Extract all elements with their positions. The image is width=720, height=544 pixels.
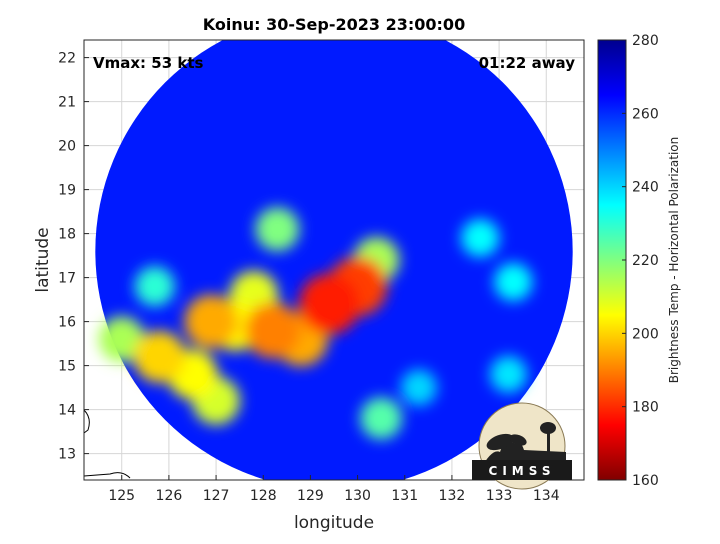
x-axis-label: longitude bbox=[294, 513, 374, 533]
feature-blob bbox=[133, 330, 186, 383]
colorbar bbox=[597, 39, 627, 481]
feature-blob bbox=[184, 294, 239, 349]
x-tick-label: 127 bbox=[203, 488, 230, 504]
feature-blob bbox=[360, 397, 403, 440]
x-tick-label: 129 bbox=[297, 488, 324, 504]
feature-blob bbox=[134, 266, 175, 307]
water-tower-icon bbox=[547, 424, 550, 454]
y-tick-label: 22 bbox=[58, 51, 76, 67]
x-tick-label: 131 bbox=[391, 488, 418, 504]
logo-text: CIMSS bbox=[489, 464, 556, 478]
colorbar-ticks: 160 180 200 220 240 260 280 bbox=[622, 33, 659, 489]
cimss-logo: CIMSS bbox=[472, 402, 572, 490]
y-tick-label: 19 bbox=[58, 183, 76, 199]
feature-blob bbox=[298, 273, 360, 335]
feature-blob bbox=[490, 356, 527, 393]
y-tick-label: 20 bbox=[58, 139, 76, 155]
feature-blob bbox=[461, 219, 500, 257]
y-axis-label: latitude bbox=[33, 227, 53, 292]
coastline bbox=[84, 409, 131, 479]
feature-blob bbox=[400, 369, 437, 406]
y-axis-ticks: 13 14 15 16 17 18 19 20 21 22 bbox=[58, 51, 89, 463]
satellite-dish-icon bbox=[486, 433, 514, 451]
y-tick-label: 13 bbox=[58, 447, 76, 463]
chart-title: Koinu: 30-Sep-2023 23:00:00 bbox=[203, 15, 465, 34]
feature-blob bbox=[244, 302, 301, 359]
y-tick-label: 16 bbox=[58, 315, 76, 331]
x-tick-label: 130 bbox=[344, 488, 371, 504]
colorbar-tick-label: 240 bbox=[632, 180, 659, 196]
x-tick-label: 134 bbox=[533, 488, 560, 504]
y-tick-label: 14 bbox=[58, 403, 76, 419]
colorbar-tick-label: 160 bbox=[632, 473, 659, 489]
y-tick-label: 21 bbox=[58, 95, 76, 111]
x-tick-label: 128 bbox=[250, 488, 277, 504]
x-tick-label: 125 bbox=[108, 488, 135, 504]
colorbar-tick-label: 260 bbox=[632, 106, 659, 122]
convective-features bbox=[98, 207, 533, 440]
colorbar-tick-label: 200 bbox=[632, 326, 659, 342]
plot-frame bbox=[83, 39, 585, 481]
y-tick-label: 18 bbox=[58, 227, 76, 243]
x-tick-label: 126 bbox=[156, 488, 183, 504]
feature-blob bbox=[98, 316, 145, 363]
colorbar-tick-label: 180 bbox=[632, 400, 659, 416]
x-axis-ticks: 125 126 127 128 129 130 131 132 133 134 bbox=[108, 475, 560, 504]
time-away-annotation: 01:22 away bbox=[479, 54, 576, 72]
x-tick-label: 132 bbox=[439, 488, 466, 504]
colorbar-tick-label: 280 bbox=[632, 33, 659, 49]
brightness-field bbox=[84, 40, 573, 480]
y-tick-label: 15 bbox=[58, 359, 76, 375]
y-tick-label: 17 bbox=[58, 271, 76, 287]
feature-blob bbox=[255, 207, 300, 252]
feature-blob bbox=[494, 263, 533, 301]
colorbar-tick-label: 220 bbox=[632, 253, 659, 269]
colorbar-label: Brightness Temp - Horizontal Polarizatio… bbox=[667, 137, 681, 384]
x-tick-label: 133 bbox=[486, 488, 513, 504]
vmax-annotation: Vmax: 53 kts bbox=[93, 54, 203, 72]
